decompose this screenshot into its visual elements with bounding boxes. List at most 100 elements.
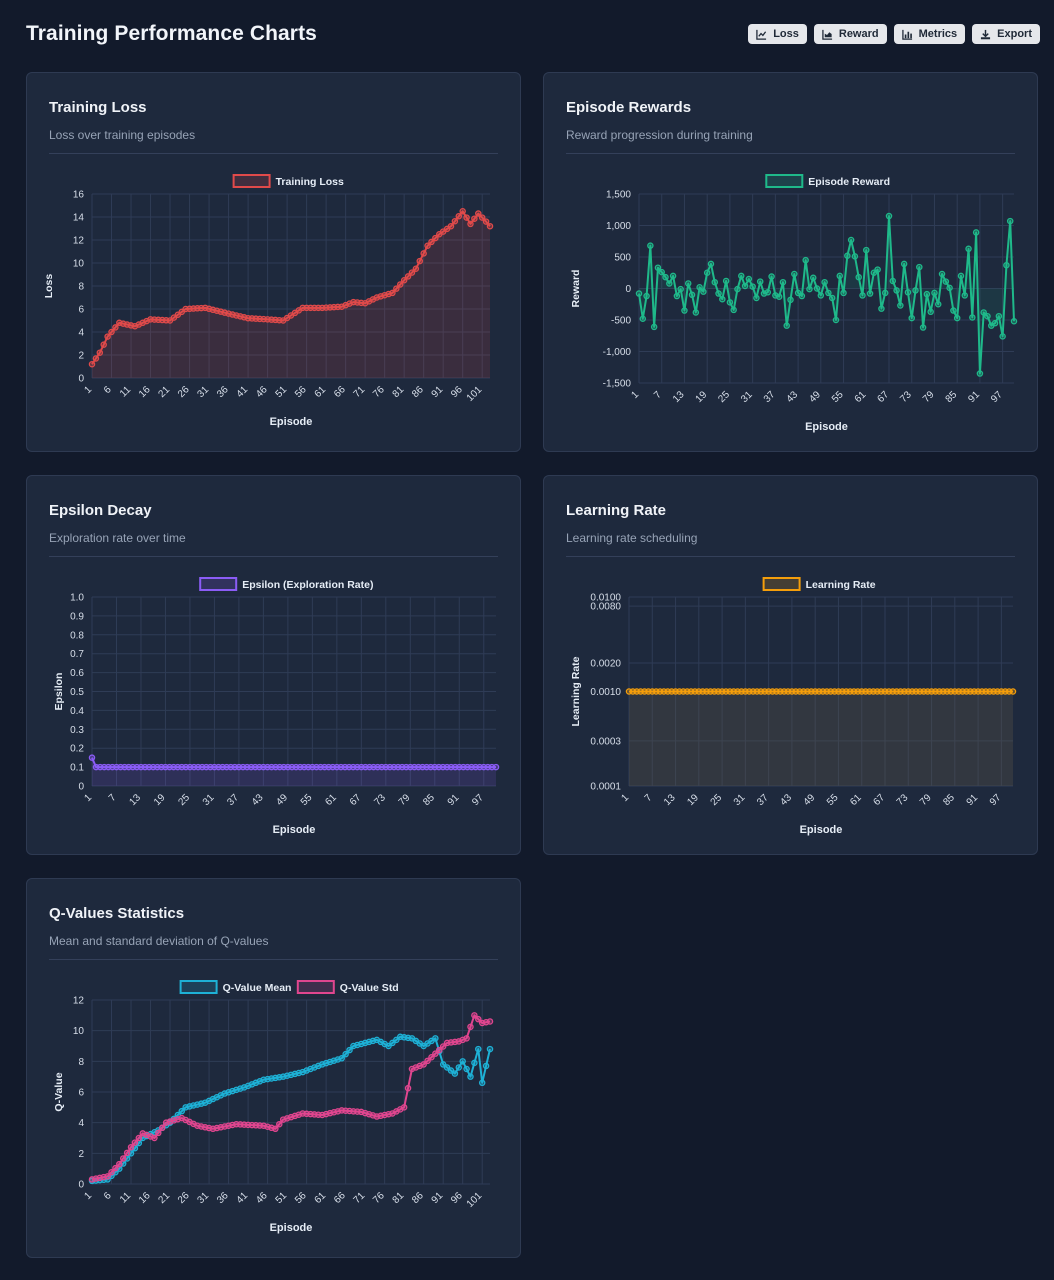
x-tick-label: 31: [201, 792, 217, 808]
y-tick-label: 10: [73, 259, 85, 270]
x-tick-label: 86: [410, 384, 426, 400]
y-tick-label: 0.9: [70, 611, 84, 622]
x-tick-label: 61: [853, 389, 869, 405]
x-tick-label: 6: [102, 1190, 114, 1202]
y-tick-label: 4: [78, 328, 84, 339]
data-point: [798, 292, 806, 300]
x-tick-label: 76: [371, 1190, 387, 1206]
data-point: [486, 1045, 494, 1053]
metrics-button[interactable]: Metrics: [893, 24, 966, 44]
y-tick-label: 0.0001: [590, 782, 621, 793]
data-point: [432, 1050, 439, 1057]
data-point: [478, 1079, 486, 1087]
x-tick-label: 61: [848, 792, 864, 808]
x-tick-label: 43: [785, 389, 801, 405]
data-point: [151, 1134, 158, 1142]
data-point: [416, 257, 424, 265]
x-tick-label: 1: [82, 384, 94, 396]
data-point: [92, 355, 100, 362]
x-tick-label: 56: [293, 1190, 309, 1206]
data-point: [946, 284, 953, 292]
data-point: [703, 269, 711, 276]
data-point: [832, 316, 840, 324]
x-tick-label: 97: [470, 792, 486, 808]
data-point: [957, 272, 965, 280]
data-point: [908, 314, 915, 322]
data-point: [471, 215, 478, 222]
x-tick-label: 55: [299, 792, 315, 808]
data-point: [673, 292, 681, 300]
data-point: [722, 277, 730, 285]
y-tick-label: 0.8: [70, 630, 84, 641]
card-title: Training Loss: [49, 99, 147, 116]
data-point: [639, 315, 647, 322]
y-tick-label: 0: [78, 374, 84, 385]
x-tick-label: 16: [137, 384, 153, 400]
data-point: [471, 1059, 478, 1067]
data-point: [912, 287, 919, 294]
data-point: [836, 272, 844, 280]
x-tick-label: 81: [391, 1190, 407, 1206]
data-point: [696, 283, 703, 291]
data-point: [851, 253, 859, 260]
data-point: [1003, 261, 1010, 269]
data-point: [463, 1065, 470, 1073]
data-point: [463, 1035, 470, 1042]
y-axis: 0 2 4 6 8 10 12: [73, 996, 85, 1191]
data-point: [455, 212, 463, 220]
x-tick-label: 51: [274, 1190, 290, 1206]
data-point: [100, 341, 107, 348]
data-point: [342, 1050, 349, 1058]
series-training-loss: [88, 207, 494, 378]
data-point: [436, 1046, 443, 1054]
data-point: [400, 276, 408, 284]
data-point: [991, 319, 999, 327]
data-point: [900, 260, 908, 268]
x-tick-label: 66: [332, 1190, 348, 1206]
data-point: [108, 1168, 115, 1176]
data-point: [855, 273, 862, 281]
data-point: [486, 222, 494, 230]
data-point: [459, 207, 466, 215]
legend-label: Episode Reward: [808, 176, 890, 188]
x-tick-label: 61: [313, 1190, 329, 1206]
x-tick-label: 13: [671, 389, 687, 405]
x-tick-label: 25: [716, 389, 732, 405]
legend: Learning Rate: [762, 577, 876, 591]
data-point: [840, 289, 847, 297]
data-point: [1010, 318, 1018, 325]
x-tick-label: 61: [313, 384, 329, 400]
data-point: [825, 289, 832, 297]
y-tick-label: 14: [73, 213, 85, 224]
x-tick-label: 31: [196, 1190, 212, 1206]
legend-swatch: [765, 174, 804, 188]
legend-swatch: [296, 980, 335, 994]
data-point: [88, 754, 96, 761]
data-point: [711, 278, 719, 286]
x-tick-label: 56: [293, 384, 309, 400]
data-point: [878, 305, 885, 312]
data-point: [972, 229, 980, 236]
loss-button[interactable]: Loss: [748, 24, 807, 44]
data-point: [471, 1012, 478, 1019]
data-point: [432, 234, 439, 242]
data-point: [412, 265, 420, 272]
x-tick-label: 21: [157, 1190, 173, 1206]
x-tick-label: 1: [82, 1190, 94, 1202]
y-tick-label: -1,000: [603, 347, 632, 358]
x-tick-label: 66: [332, 384, 348, 400]
x-tick-label: 91: [430, 384, 446, 400]
x-tick-label: 49: [807, 389, 823, 405]
data-point: [666, 280, 673, 287]
x-tick-label: 91: [965, 792, 981, 808]
data-point: [779, 278, 787, 286]
data-point: [119, 1155, 127, 1162]
x-tick-label: 86: [410, 1190, 426, 1206]
x-tick-label: 1: [82, 792, 94, 804]
data-point: [482, 1062, 490, 1070]
data-point: [389, 289, 396, 297]
data-point: [112, 1164, 119, 1172]
reward-button[interactable]: Reward: [813, 24, 887, 44]
export-button[interactable]: Export: [972, 24, 1040, 44]
